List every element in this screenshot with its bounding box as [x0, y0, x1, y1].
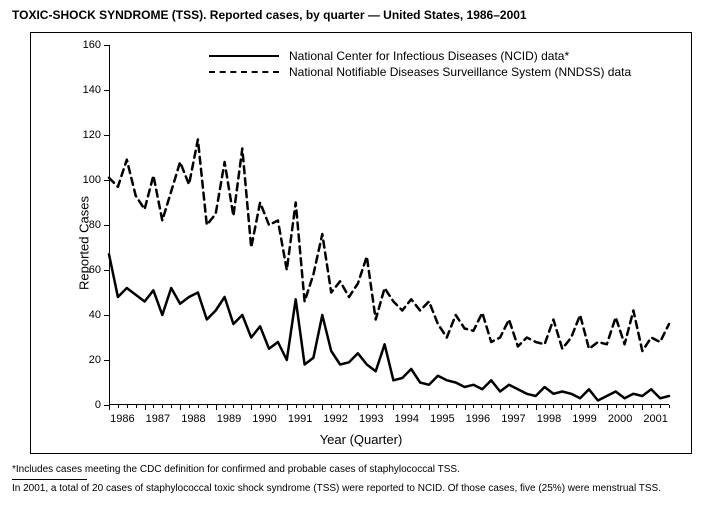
x-tick-label: 1987 [146, 405, 170, 425]
x-tick-minor [385, 405, 386, 408]
x-tick-label: 1994 [395, 405, 419, 425]
x-tick-minor [456, 405, 457, 408]
x-tick-mark [180, 405, 181, 410]
y-tick-mark [104, 270, 109, 271]
x-tick-mark [393, 405, 394, 410]
y-tick-mark [104, 360, 109, 361]
x-tick-mark [642, 405, 643, 410]
x-tick-minor [278, 405, 279, 408]
x-tick-minor [633, 405, 634, 408]
x-tick-label: 1988 [181, 405, 205, 425]
x-tick-minor [562, 405, 563, 408]
x-tick-mark [287, 405, 288, 410]
x-tick-mark [109, 405, 110, 410]
x-tick-label: 1998 [537, 405, 561, 425]
x-tick-minor [491, 405, 492, 408]
x-tick-minor [242, 405, 243, 408]
x-tick-minor [527, 405, 528, 408]
x-tick-label: 1996 [466, 405, 490, 425]
x-tick-mark [216, 405, 217, 410]
x-tick-label: 1992 [323, 405, 347, 425]
x-tick-mark [536, 405, 537, 410]
x-tick-mark [429, 405, 430, 410]
x-tick-label: 1990 [252, 405, 276, 425]
x-tick-minor [207, 405, 208, 408]
footnote-2: In 2001, a total of 20 cases of staphylo… [12, 483, 702, 494]
y-tick-mark [104, 180, 109, 181]
x-tick-label: 1986 [110, 405, 134, 425]
x-tick-label: 1991 [288, 405, 312, 425]
x-tick-minor [598, 405, 599, 408]
y-tick-mark [104, 135, 109, 136]
x-tick-label: 1989 [217, 405, 241, 425]
page-root: TOXIC-SHOCK SYNDROME (TSS). Reported cas… [0, 0, 714, 527]
x-tick-minor [171, 405, 172, 408]
plot-area: National Center for Infectious Diseases … [109, 45, 669, 405]
x-tick-minor [420, 405, 421, 408]
footnote-rule [12, 479, 87, 480]
series-line-nndss [109, 140, 669, 352]
y-tick-mark [104, 90, 109, 91]
series-line-ncid [109, 254, 669, 400]
x-tick-minor [349, 405, 350, 408]
x-tick-label: 1997 [501, 405, 525, 425]
x-tick-mark [500, 405, 501, 410]
x-tick-mark [145, 405, 146, 410]
y-tick-mark [104, 225, 109, 226]
x-tick-label: 1999 [572, 405, 596, 425]
x-axis-label: Year (Quarter) [31, 432, 691, 447]
x-tick-minor [669, 405, 670, 408]
y-tick-mark [104, 315, 109, 316]
chart-title: TOXIC-SHOCK SYNDROME (TSS). Reported cas… [12, 8, 527, 22]
chart-lines-svg [109, 45, 669, 405]
x-tick-mark [607, 405, 608, 410]
x-tick-mark [571, 405, 572, 410]
x-tick-minor [313, 405, 314, 408]
footnotes: *Includes cases meeting the CDC definiti… [12, 462, 702, 494]
chart-frame: Reported Cases Year (Quarter) National C… [30, 32, 692, 454]
x-tick-minor [136, 405, 137, 408]
x-tick-label: 1995 [430, 405, 454, 425]
x-tick-label: 2001 [643, 405, 667, 425]
footnote-1: *Includes cases meeting the CDC definiti… [12, 464, 702, 475]
x-tick-mark [322, 405, 323, 410]
x-tick-label: 1993 [359, 405, 383, 425]
x-tick-label: 2000 [608, 405, 632, 425]
x-tick-mark [358, 405, 359, 410]
x-tick-mark [465, 405, 466, 410]
y-tick-mark [104, 45, 109, 46]
x-tick-mark [251, 405, 252, 410]
